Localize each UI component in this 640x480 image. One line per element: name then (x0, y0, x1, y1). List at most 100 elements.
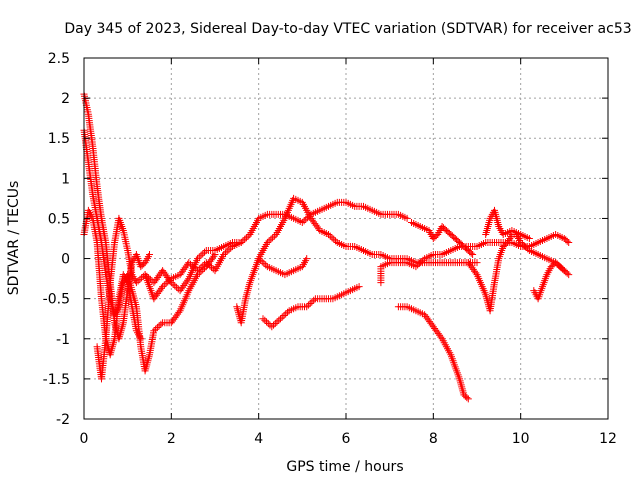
data-point (269, 234, 277, 242)
data-point (270, 232, 278, 240)
x-tick-label: 0 (80, 431, 89, 447)
x-tick-label: 8 (429, 431, 438, 447)
data-point (132, 279, 140, 287)
data-point (199, 262, 207, 270)
data-point (282, 310, 290, 318)
data-point (134, 277, 142, 285)
series-track-13 (482, 206, 533, 242)
y-tick-label: 2.5 (48, 51, 70, 67)
data-point (563, 237, 571, 245)
data-point (258, 258, 266, 266)
data-point (518, 240, 526, 248)
series-track-5 (141, 239, 245, 295)
data-point (184, 276, 192, 284)
data-point (278, 313, 286, 321)
data-point (415, 259, 423, 267)
data-point (306, 300, 314, 307)
data-point (201, 248, 208, 256)
data-point (472, 269, 480, 277)
data-point (136, 275, 144, 283)
data-point (244, 232, 252, 240)
data-point (259, 315, 267, 323)
data-point (185, 259, 193, 267)
data-point (275, 316, 283, 324)
data-point (525, 235, 533, 242)
data-point (208, 263, 215, 271)
data-point (206, 262, 214, 270)
data-point (520, 242, 528, 250)
data-point (195, 253, 203, 261)
x-tick-label: 12 (599, 431, 617, 447)
y-axis-label: SDTVAR / TECUs (6, 181, 22, 296)
data-point (171, 282, 179, 290)
data-point (157, 320, 165, 328)
data-point (303, 303, 311, 311)
y-tick-label: -2 (56, 412, 70, 428)
data-point (355, 283, 363, 291)
data-point (197, 251, 205, 259)
data-point (159, 283, 167, 291)
data-point (524, 245, 532, 253)
data-point (141, 271, 149, 279)
data-point (463, 394, 471, 402)
data-point (145, 274, 153, 282)
data-point (304, 301, 312, 309)
data-point (261, 316, 269, 324)
data-point (199, 250, 207, 258)
data-point (262, 261, 270, 269)
y-tick-label: -0.5 (43, 292, 70, 308)
data-point (473, 259, 481, 267)
series-track-2 (80, 126, 219, 375)
y-tick-label: 1.5 (48, 131, 70, 147)
data-point (280, 312, 288, 319)
data-point (559, 265, 567, 273)
series-track-4 (93, 198, 411, 383)
x-tick-label: 2 (167, 431, 176, 447)
data-point (332, 237, 339, 245)
series-track-12 (464, 231, 573, 315)
data-point (300, 217, 308, 225)
data-point (302, 215, 310, 223)
data-point (437, 333, 445, 341)
data-point (146, 251, 153, 258)
data-point (146, 275, 154, 283)
data-point (225, 246, 233, 254)
y-tick-label: -1 (56, 332, 70, 348)
data-point (273, 318, 281, 326)
data-point (150, 327, 158, 335)
x-tick-labels: 0 2 4 6 8 10 12 (80, 431, 617, 447)
data-point (242, 234, 250, 242)
chart-title: Day 345 of 2023, Sidereal Day-to-day VTE… (64, 21, 631, 37)
series-track-8 (259, 283, 363, 331)
series-track-14 (530, 259, 568, 303)
y-tick-label: -1.5 (43, 372, 70, 388)
data-point (522, 243, 530, 251)
data-point (412, 263, 420, 271)
data-point (560, 267, 568, 275)
data-point (565, 239, 573, 246)
data-point (308, 298, 316, 306)
data-point (241, 235, 249, 243)
data-point (138, 274, 146, 282)
data-point (469, 251, 477, 258)
y-tick-label: 0 (61, 252, 70, 268)
data-point (326, 232, 334, 240)
y-tick-label: 0.5 (48, 211, 70, 227)
data-point (162, 279, 170, 287)
data-point (194, 255, 201, 263)
data-point (464, 395, 472, 403)
data-point (260, 259, 268, 267)
x-axis-label: GPS time / hours (286, 459, 403, 475)
data-point (175, 308, 183, 316)
data-point (173, 283, 181, 291)
data-point (328, 234, 336, 242)
series-track-7 (255, 194, 481, 267)
data-point (265, 237, 273, 245)
data-point (222, 249, 229, 257)
data-points (80, 90, 573, 403)
data-point (467, 249, 475, 257)
data-point (166, 277, 174, 285)
data-point (210, 252, 218, 260)
data-point (403, 214, 411, 222)
y-tick-label: 1 (61, 171, 70, 187)
